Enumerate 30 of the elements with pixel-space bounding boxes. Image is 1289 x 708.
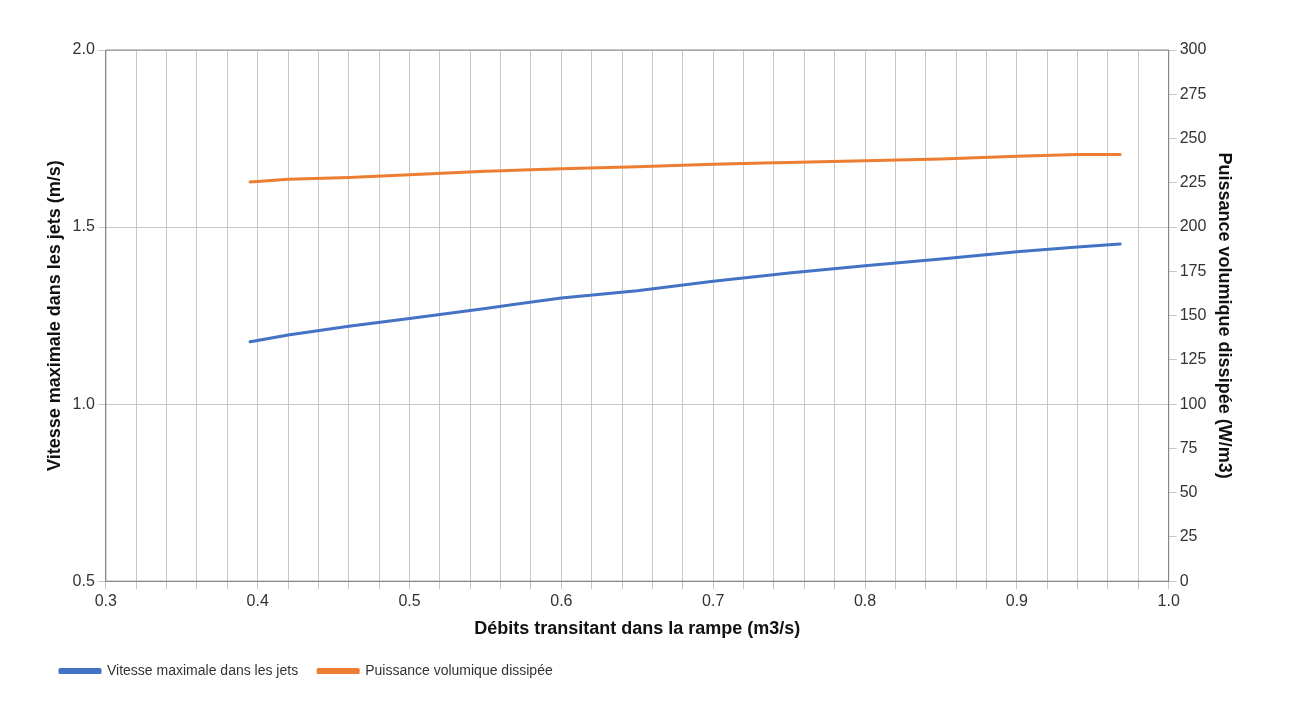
legend-label: Vitesse maximale dans les jets (107, 661, 299, 678)
x-tick-label: 0.6 (550, 592, 573, 610)
x-tick-label: 1.0 (1157, 592, 1180, 610)
y2-tick-label: 175 (1179, 261, 1207, 279)
x-tick-label: 0.4 (246, 592, 269, 610)
y-tick-label: 1.0 (72, 394, 95, 412)
legend-label: Puissance volumique dissipée (365, 661, 553, 678)
y2-tick-label: 150 (1179, 306, 1207, 324)
y2-tick-label: 0 (1179, 571, 1189, 589)
y2-tick-label: 125 (1179, 350, 1207, 368)
y-axis-title: Vitesse maximale dans les jets (m/s) (43, 160, 64, 472)
x-tick-label: 0.5 (398, 592, 421, 610)
y2-tick-label: 100 (1179, 394, 1207, 412)
x-tick-label: 0.3 (94, 592, 118, 610)
y2-tick-label: 250 (1179, 128, 1207, 146)
y-tick-label: 0.5 (72, 571, 95, 589)
y-tick-label: 2.0 (72, 40, 95, 58)
x-axis-title: Débits transitant dans la rampe (m3/s) (474, 618, 801, 639)
y2-axis-title: Puissance volumique dissipée (W/m3) (1215, 152, 1236, 479)
y2-tick-label: 225 (1179, 173, 1207, 191)
x-tick-label: 0.7 (702, 592, 725, 610)
y2-tick-label: 25 (1179, 527, 1198, 545)
y2-tick-label: 300 (1179, 40, 1207, 58)
y2-tick-label: 75 (1179, 438, 1198, 456)
x-tick-label: 0.9 (1005, 592, 1029, 610)
y2-tick-label: 50 (1179, 483, 1198, 501)
y2-tick-label: 275 (1179, 84, 1207, 102)
y2-tick-label: 200 (1179, 217, 1207, 235)
y-tick-label: 1.5 (72, 217, 95, 235)
x-tick-label: 0.8 (853, 592, 877, 610)
